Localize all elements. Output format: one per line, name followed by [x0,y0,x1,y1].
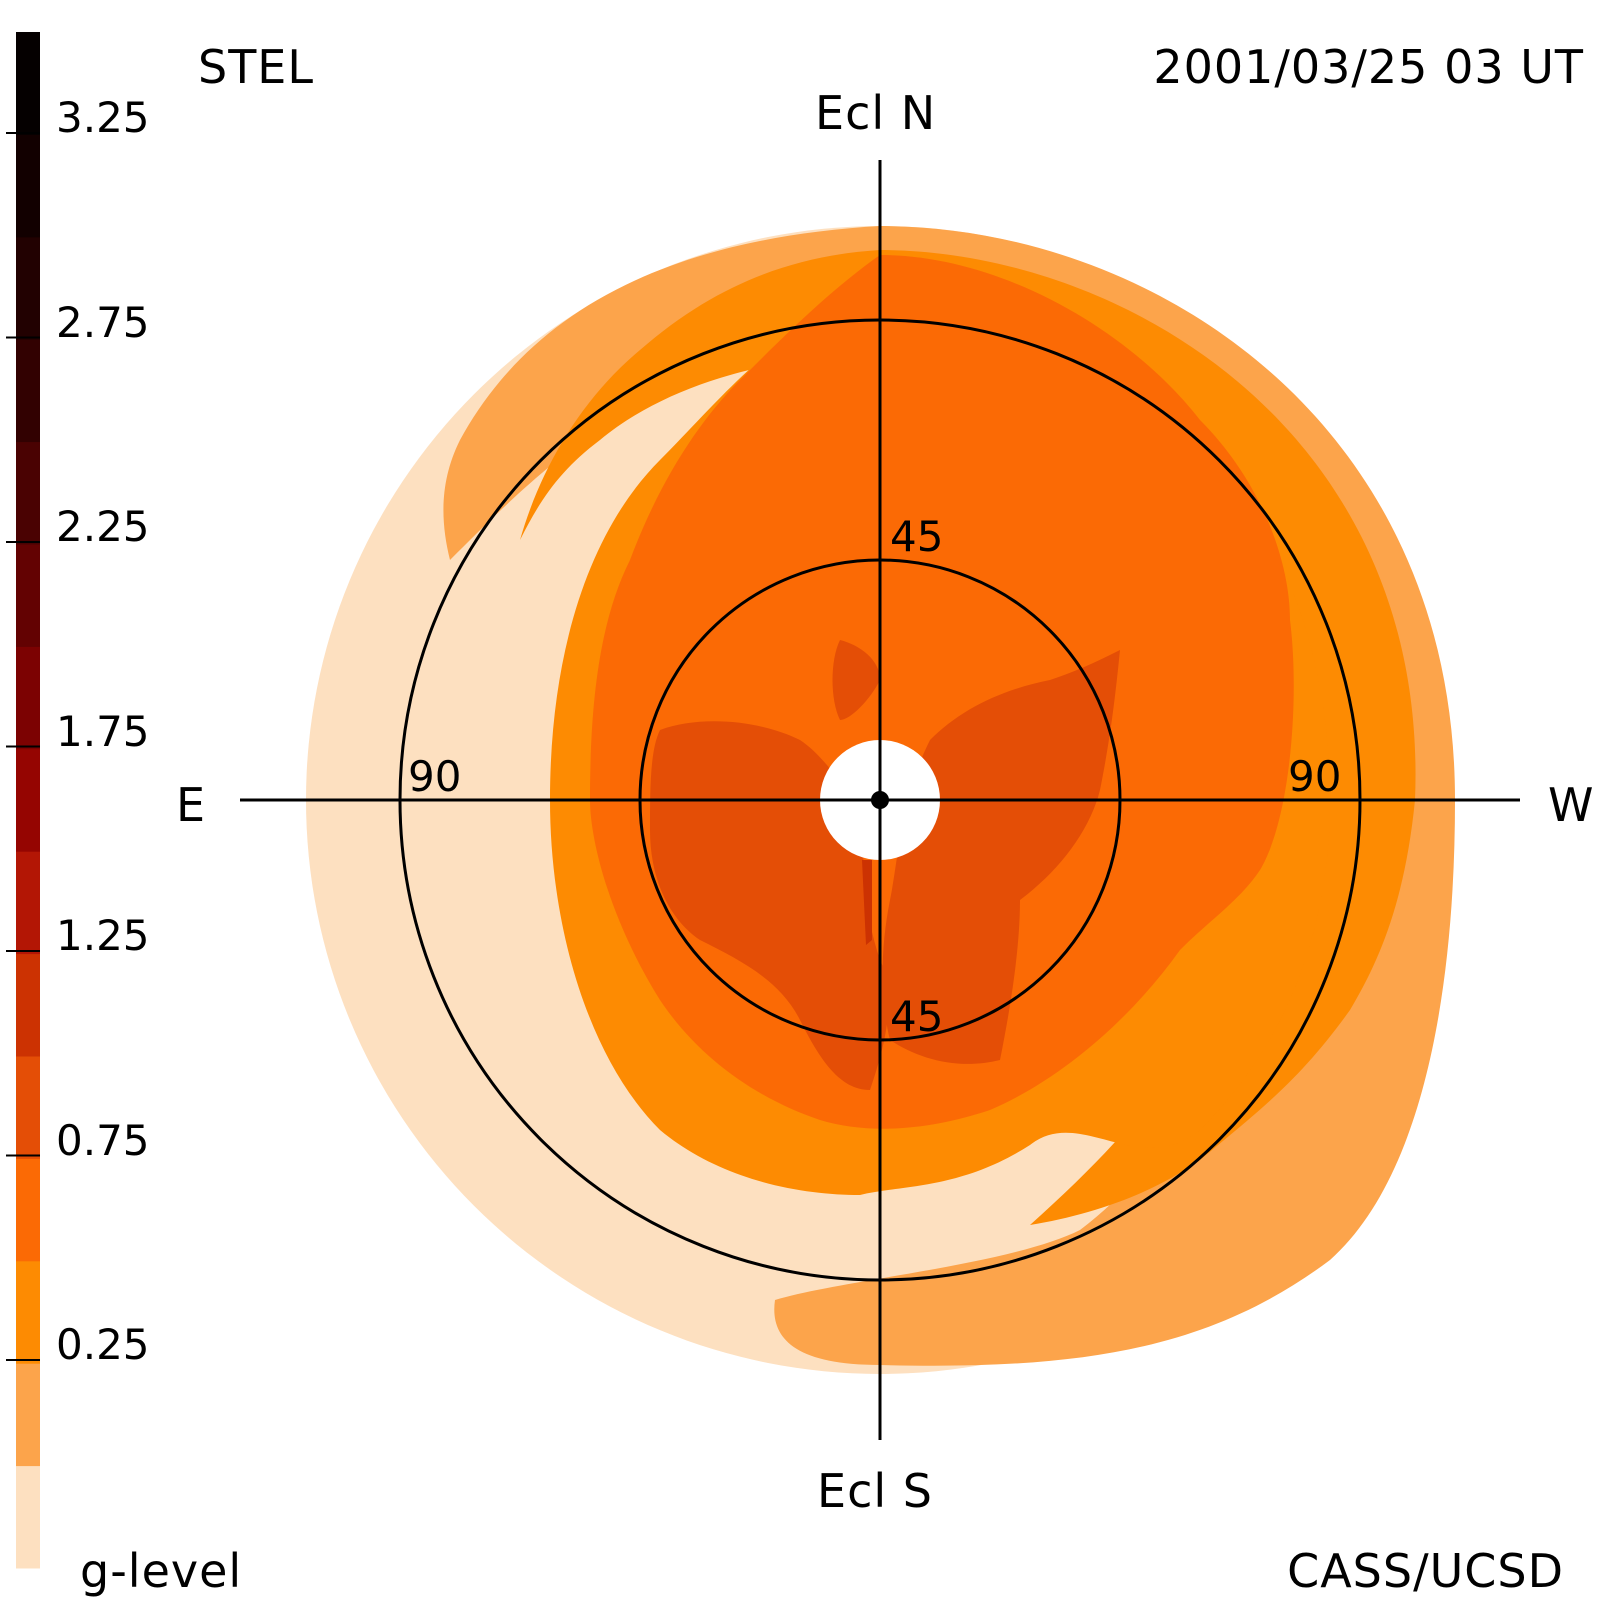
colorbar-bin [16,953,40,1057]
colorbar-tick-label: 0.25 [56,1320,150,1369]
colorbar-bin [16,1363,40,1467]
colorbar-bin [16,1260,40,1364]
direction-south-label: Ecl S [817,1464,933,1518]
colorbar-bin [16,236,40,340]
colorbar-bin [16,339,40,443]
direction-north-label: Ecl N [815,86,937,140]
direction-east-label: E [176,778,207,832]
elongation-label-45-bottom: 45 [890,992,944,1041]
colorbar-label: g-level [80,1544,243,1598]
observatory-label: STEL [198,40,314,94]
colorbar-bin [16,1465,40,1569]
colorbar-tick-label: 2.75 [56,297,150,347]
sky-map [240,160,1520,1440]
direction-west-label: W [1548,778,1595,832]
colorbar-bin [16,646,40,750]
colorbar-bin [16,748,40,852]
elongation-label-45-top: 45 [890,512,944,561]
colorbar-tick-label: 1.25 [56,911,150,960]
datetime-label: 2001/03/25 03 UT [1153,40,1584,94]
colorbar-bin [16,1056,40,1159]
colorbar-tick-label: 0.75 [56,1115,150,1165]
elongation-label-90-right: 90 [1288,752,1342,801]
colorbar-tick-label: 2.25 [56,502,150,551]
credit-label: CASS/UCSD [1287,1544,1564,1598]
map-region-deep-red [862,860,872,945]
map-region-red-orange-2 [882,650,1120,1064]
colorbar-bin [16,544,40,647]
elongation-label-90-left: 90 [408,752,462,801]
colorbar-bin [16,134,40,238]
colorbar-bin [16,1158,40,1262]
center-dot [871,791,889,809]
colorbar [6,32,40,1569]
colorbar-tick-label: 3.25 [56,93,150,142]
colorbar-bin [16,851,40,955]
colorbar-tick-label: 1.75 [56,706,150,756]
colorbar-bin [16,32,40,135]
colorbar-bin [16,441,40,545]
map-region-red-orange-3 [832,640,880,720]
